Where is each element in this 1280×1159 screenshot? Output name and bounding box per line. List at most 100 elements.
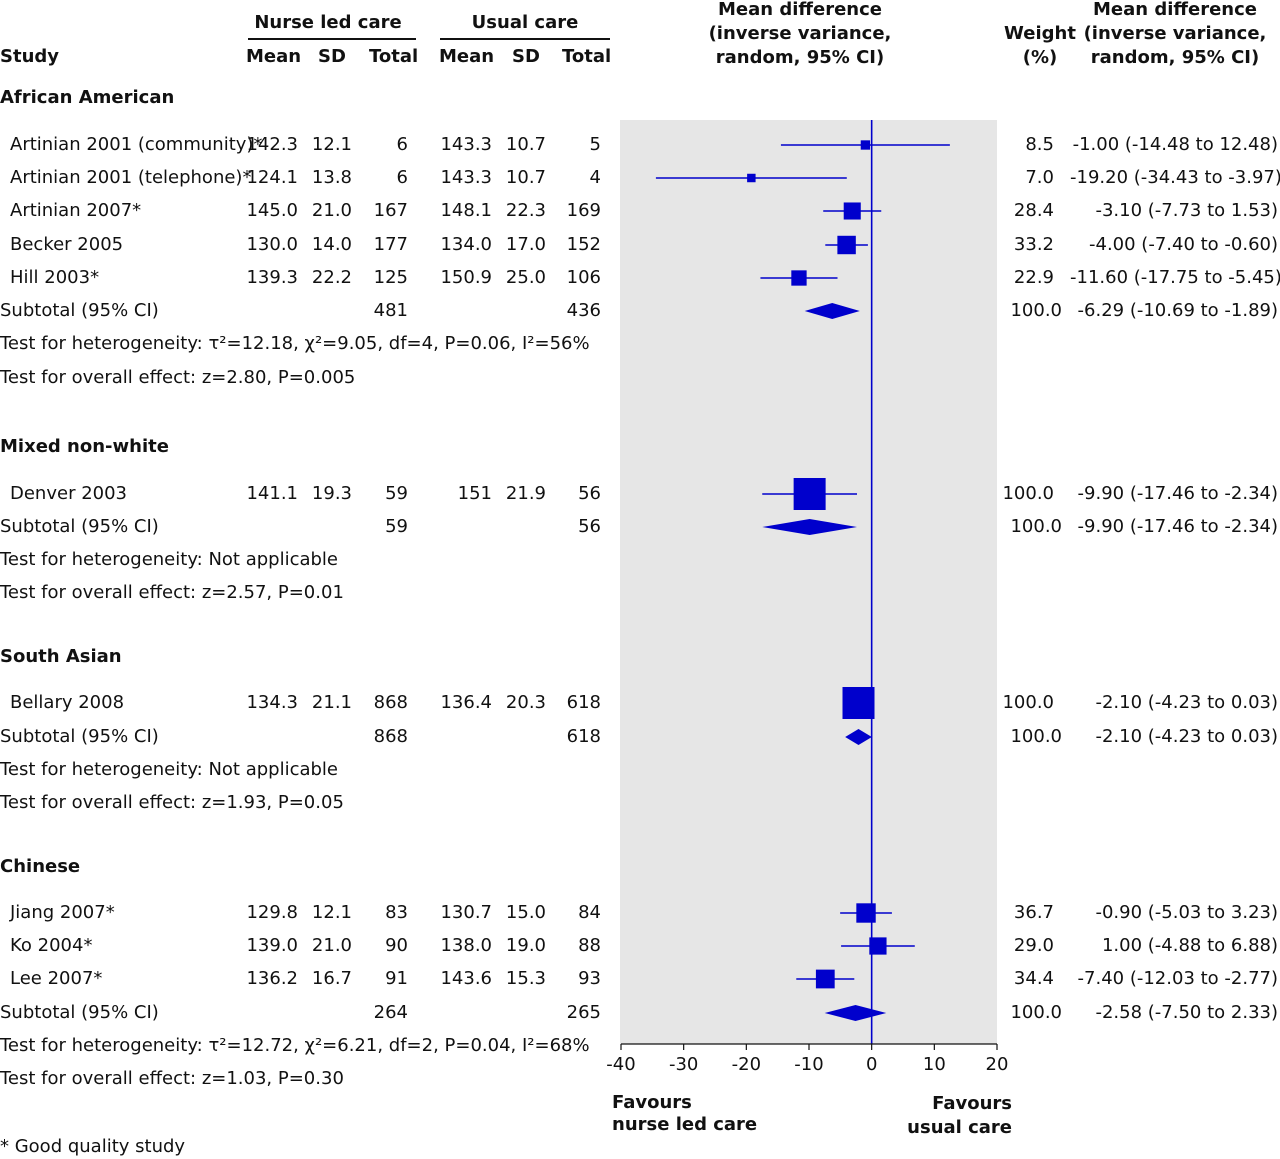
nurse-total-cell: 91 (385, 968, 408, 989)
mean-difference-ci-text: -4.00 (-7.40 to -0.60) (1089, 234, 1278, 255)
effect-square (842, 687, 875, 719)
weight-cell: 33.2 (1013, 234, 1054, 255)
usual-total-cell: 152 (566, 234, 601, 255)
weight-cell: 28.4 (1013, 200, 1054, 221)
nurse-total-cell: 59 (385, 483, 408, 504)
nurse-total-cell: 868 (373, 692, 408, 713)
subtotal-usual-total: 56 (578, 516, 601, 537)
usual-sd-cell: 20.3 (505, 692, 546, 713)
study-name: Ko 2004* (10, 935, 93, 956)
x-tick-label: 10 (923, 1054, 946, 1075)
effect-square (837, 235, 856, 255)
nurse-total-cell: 167 (373, 200, 408, 221)
study-name: Artinian 2001 (community)* (10, 134, 263, 155)
nurse-mean-cell: 129.8 (246, 902, 298, 923)
usual-sd-header: SD (512, 46, 540, 67)
x-tick-label: 0 (866, 1054, 877, 1075)
effect-square (860, 140, 871, 150)
nurse-sd-header: SD (318, 46, 346, 67)
nurse-mean-cell: 139.3 (246, 267, 298, 288)
subtotal-nurse-total: 264 (373, 1002, 408, 1023)
usual-sd-cell: 19.0 (505, 935, 546, 956)
weight-cell: 100.0 (1002, 692, 1054, 713)
usual-total-cell: 93 (578, 968, 601, 989)
subtotal-label: Subtotal (95% CI) (0, 726, 159, 747)
footnote: * Good quality study (0, 1136, 186, 1157)
subtotal-label: Subtotal (95% CI) (0, 300, 159, 321)
subtotal-diamond (762, 519, 858, 535)
nurse-sd-cell: 16.7 (311, 968, 352, 989)
subtotal-label: Subtotal (95% CI) (0, 516, 159, 537)
x-tick-label: -20 (732, 1054, 761, 1075)
weight-cell: 36.7 (1013, 902, 1054, 923)
usual-mean-cell: 130.7 (440, 902, 492, 923)
effect-square (815, 969, 835, 989)
mean-difference-ci-text: -0.90 (-5.03 to 3.23) (1095, 902, 1278, 923)
nurse-total-cell: 125 (373, 267, 408, 288)
subtotal-diamond (804, 303, 860, 319)
effect-square (793, 478, 826, 510)
study-name: Artinian 2007* (10, 200, 142, 221)
x-tick-label: -30 (669, 1054, 698, 1075)
usual-total-header: Total (562, 46, 612, 67)
usual-group-header: Usual care (471, 12, 579, 33)
usual-sd-cell: 10.7 (505, 167, 546, 188)
nurse-mean-cell: 134.3 (246, 692, 298, 713)
mean-difference-ci-text: -3.10 (-7.73 to 1.53) (1095, 200, 1278, 221)
group-title: Mixed non-white (0, 436, 169, 457)
weight-cell: 100.0 (1002, 483, 1054, 504)
usual-total-cell: 5 (589, 134, 601, 155)
subtotal-weight: 100.0 (1010, 516, 1062, 537)
mean-difference-ci-text: 1.00 (-4.88 to 6.88) (1101, 935, 1278, 956)
favours-left-label: Favours nurse led care (612, 1092, 758, 1135)
subtotal-usual-total: 618 (566, 726, 601, 747)
usual-total-cell: 618 (566, 692, 601, 713)
heterogeneity-test: Test for heterogeneity: τ²=12.18, χ²=9.0… (0, 333, 590, 354)
nurse-group-header: Nurse led care (254, 12, 402, 33)
weight-cell: 34.4 (1013, 968, 1054, 989)
nurse-sd-cell: 21.0 (311, 935, 352, 956)
nurse-sd-cell: 12.1 (311, 902, 352, 923)
subtotal-nurse-total: 59 (385, 516, 408, 537)
nurse-sd-cell: 14.0 (311, 234, 352, 255)
usual-sd-cell: 17.0 (505, 234, 546, 255)
usual-sd-cell: 22.3 (505, 200, 546, 221)
overall-effect-test: Test for overall effect: z=2.80, P=0.005 (0, 367, 356, 388)
mean-difference-ci-text: -11.60 (-17.75 to -5.45) (1070, 267, 1280, 288)
usual-total-cell: 106 (566, 267, 601, 288)
subtotal-nurse-total: 868 (373, 726, 408, 747)
usual-mean-cell: 143.3 (440, 134, 492, 155)
usual-total-cell: 56 (578, 483, 601, 504)
subtotal-diamond (824, 1005, 887, 1021)
mean-difference-ci-text: -7.40 (-12.03 to -2.77) (1077, 968, 1278, 989)
usual-group-rule (440, 38, 610, 40)
usual-sd-cell: 21.9 (505, 483, 546, 504)
usual-mean-cell: 136.4 (440, 692, 492, 713)
nurse-mean-cell: 130.0 (246, 234, 298, 255)
study-column-header: Study (0, 46, 60, 67)
usual-mean-cell: 143.3 (440, 167, 492, 188)
nurse-group-rule (248, 38, 416, 40)
subtotal-weight: 100.0 (1010, 726, 1062, 747)
usual-mean-cell: 134.0 (440, 234, 492, 255)
nurse-total-cell: 177 (373, 234, 408, 255)
study-name: Bellary 2008 (10, 692, 125, 713)
effect-square (843, 202, 861, 220)
overall-effect-test: Test for overall effect: z=2.57, P=0.01 (0, 582, 344, 603)
heterogeneity-test: Test for heterogeneity: τ²=12.72, χ²=6.2… (0, 1035, 590, 1056)
mean-difference-ci-text: -1.00 (-14.48 to 12.48) (1072, 134, 1278, 155)
subtotal-label: Subtotal (95% CI) (0, 1002, 159, 1023)
nurse-total-cell: 83 (385, 902, 408, 923)
usual-sd-cell: 15.3 (505, 968, 546, 989)
subtotal-usual-total: 436 (566, 300, 601, 321)
nurse-mean-cell: 124.1 (246, 167, 298, 188)
nurse-mean-cell: 145.0 (246, 200, 298, 221)
usual-mean-cell: 151 (457, 483, 492, 504)
study-name: Hill 2003* (10, 267, 100, 288)
nurse-sd-cell: 12.1 (311, 134, 352, 155)
subtotal-usual-total: 265 (566, 1002, 601, 1023)
x-tick-label: -10 (794, 1054, 823, 1075)
effect-square (869, 937, 887, 955)
nurse-mean-cell: 142.3 (246, 134, 298, 155)
nurse-sd-cell: 22.2 (311, 267, 352, 288)
